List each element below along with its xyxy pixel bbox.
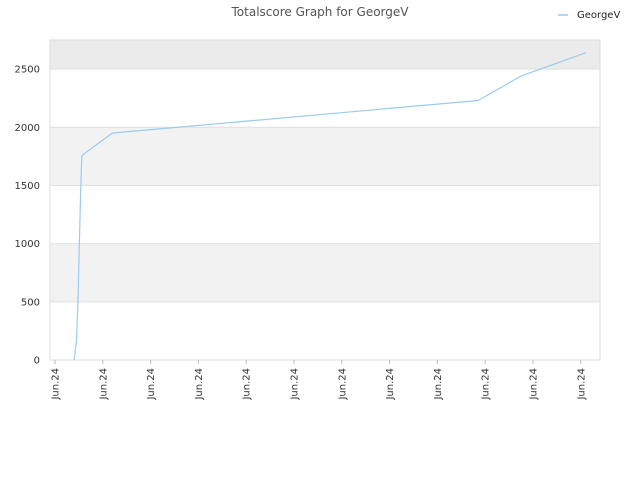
y-axis-ticks: 0 500 1000 1500 2000 2500 — [15, 65, 40, 367]
x-tick-label: Jun.24 — [481, 368, 492, 401]
x-tick-label: Jun.24 — [433, 368, 444, 401]
x-tick-label: Jun.24 — [529, 368, 540, 401]
y-tick-label: 0 — [34, 356, 40, 367]
grid-band — [50, 243, 600, 302]
x-tick-label: Jun.24 — [576, 368, 587, 401]
legend-label: GeorgeV — [577, 10, 620, 21]
x-axis-ticks: Jun.24 Jun.24 Jun.24 Jun.24 Jun.24 Jun.24 Jun.… — [51, 360, 587, 401]
x-tick-label: Jun.24 — [385, 368, 396, 401]
y-tick-label: 2000 — [15, 123, 40, 134]
chart-title: Totalscore Graph for GeorgeV — [231, 5, 410, 19]
grid-band — [50, 40, 600, 70]
y-tick-label: 500 — [21, 297, 40, 308]
grid-bands — [50, 40, 600, 302]
plot-border — [49, 39, 601, 361]
x-tick-label: Jun.24 — [146, 368, 157, 401]
x-tick-label: Jun.24 — [194, 368, 205, 401]
grid-band — [50, 127, 600, 186]
series-layer — [73, 52, 586, 361]
y-tick-label: 1000 — [15, 239, 40, 250]
y-tick-label: 1500 — [15, 181, 40, 192]
y-tick-label: 2500 — [15, 65, 40, 76]
grid-lines — [50, 68, 600, 361]
x-tick-label: Jun.24 — [242, 368, 253, 401]
x-tick-label: Jun.24 — [290, 368, 301, 401]
x-tick-label: Jun.24 — [51, 368, 62, 401]
legend[interactable]: GeorgeV — [558, 10, 620, 21]
series-line-georgev — [73, 52, 586, 361]
x-tick-label: Jun.24 — [98, 368, 109, 401]
x-tick-label: Jun.24 — [337, 368, 348, 401]
